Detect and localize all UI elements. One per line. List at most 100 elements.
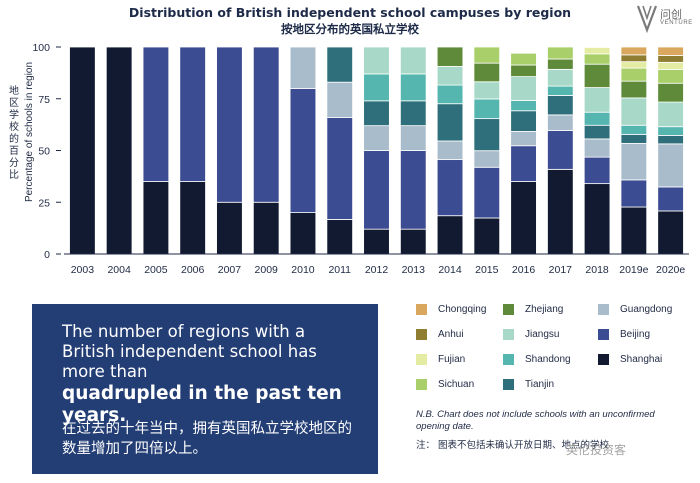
bar-segment-tianjin [657,134,684,145]
legend-swatch [503,354,514,365]
bar-segment-shanghai [142,181,170,255]
bar-segment-beijing [510,145,537,182]
bar-segment-beijing [289,88,317,213]
y-tick-label: 50 [38,146,50,158]
bar-segment-beijing [473,166,501,219]
legend-label: Fujian [438,354,466,365]
x-tick-label: 2015 [475,264,499,276]
legend-label: Chongqing [438,304,487,315]
bar-segment-tianjin [547,95,574,116]
x-tick-label: 2007 [218,264,242,276]
x-tick-label: 2003 [71,264,95,276]
legend-swatch [416,379,427,390]
x-tick-label: 2004 [107,264,131,276]
bar-segment-guangdong [510,131,537,147]
x-tick-label: 2018 [585,264,609,276]
bar-segment-tianjin [473,118,501,152]
bar-segment-beijing [363,150,390,230]
bar-segment-shandong [363,73,390,102]
brand-name: 问创 [660,8,682,21]
x-tick-label: 2013 [402,264,426,276]
bar-segment-beijing [583,156,611,185]
bar-segment-beijing [399,150,427,230]
bar-segment-beijing [252,46,280,203]
legend-swatch [598,304,609,315]
x-tick-label: 2019e [619,264,648,276]
bar-segment-guangdong [547,114,574,131]
x-tick-label: 2006 [181,264,205,276]
bar-segment-sichuan [657,68,684,84]
legend-label: Zhejiang [525,304,564,315]
legend-swatch [416,354,427,365]
bar-segment-shandong [473,98,501,120]
callout-box: The number of regions with a British ind… [32,304,378,474]
x-tick-label: 2020e [656,264,685,276]
legend-swatch [598,329,609,340]
legend-label: Sichuan [438,379,475,390]
bar-segment-tianjin [620,133,648,144]
x-tick-label: 2017 [549,264,573,276]
bar-segment-shanghai [179,181,206,255]
bar-segment-beijing [620,179,648,208]
bar-segment-zhejiang [657,82,684,103]
bar-segment-shanghai [399,228,427,255]
bar-segment-tianjin [399,100,427,127]
bar-segment-jiangsu [657,101,684,128]
bar-segment-jiangsu [399,46,427,75]
bar-segment-guangdong [289,46,317,89]
x-axis-ticks: 2003 2004 2005 2006 2007 2009 2010 2011 2012 2013… [71,264,686,276]
bar-segment-chongqing [657,46,684,56]
bar-segment-shanghai [363,228,390,255]
bar-segment-tianjin [583,124,611,140]
bar-segment-chongqing [620,46,648,56]
y-tick-label: 100 [32,42,50,54]
bar-segment-anhui [620,54,648,63]
bar-segment-shandong [620,124,648,135]
bar-segment-beijing [657,186,684,212]
x-tick-label: 2005 [144,264,168,276]
legend-swatch [503,329,514,340]
chart-title: Distribution of British independent scho… [128,5,572,20]
bar-segment-beijing [216,46,243,203]
bar-segment-jiangsu [436,66,464,86]
y-tick-label: 25 [38,197,50,209]
callout-text-zh: 在过去的十年当中，拥有英国私立学校地区的数量增加了四倍以上。 [62,421,352,457]
bar-segment-jiangsu [547,68,574,87]
legend-label: Shanghai [620,354,663,365]
x-tick-label: 2012 [365,264,389,276]
bar-segment-guangdong [436,140,464,161]
brand-logo-icon [636,5,658,34]
bar-segment-sichuan [547,46,574,60]
bar-segment-sichuan [510,52,537,66]
legend-swatch [416,304,427,315]
bar-segment-shanghai [510,181,537,255]
bar-segment-jiangsu [583,87,611,113]
bar-segment-fujian [620,61,648,69]
legend-swatch [416,329,427,340]
bar-segment-shanghai [436,215,464,255]
bar-segment-zhejiang [436,46,464,67]
bar-segment-jiangsu [620,97,648,126]
bar-segment-sichuan [620,67,648,82]
bar-segment-beijing [547,130,574,170]
bar-segment-shandong [399,73,427,102]
bar-segment-jiangsu [473,81,501,100]
bar-segment-tianjin [326,46,354,83]
bar-segment-jiangsu [363,46,390,75]
legend-label: Beijing [620,329,651,340]
bar-segment-guangdong [620,143,648,181]
legend-swatch [503,379,514,390]
stacked-bar-chart: 地区学校的百分比 Percentage of schools in region… [9,42,689,276]
x-tick-label: 2014 [438,264,462,276]
bars [69,46,684,255]
bar-segment-shanghai [216,201,243,255]
bar-segment-shanghai [657,210,684,255]
y-axis-label-zh: 地区学校的百分比 [9,84,19,181]
callout-text: The number of regions with a British ind… [62,322,362,427]
bar-segment-guangdong [583,138,611,158]
y-axis-ticks: 0 25 50 75 100 [32,42,61,261]
bar-segment-shanghai [105,46,133,255]
bar-segment-beijing [326,116,354,220]
legend-label: Jiangsu [525,329,560,340]
bar-segment-tianjin [363,100,390,127]
